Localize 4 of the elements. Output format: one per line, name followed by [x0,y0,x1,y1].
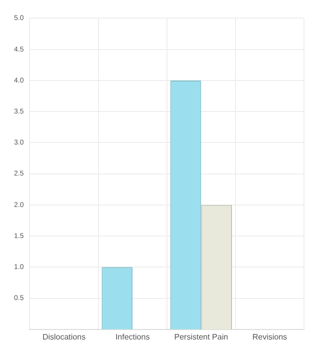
x-tick-label: Persistent Pain [174,332,228,342]
x-tick-label: Revisions [252,332,288,342]
x-tick-label: Dislocations [42,332,86,342]
x-tick-label: Infections [115,332,150,342]
